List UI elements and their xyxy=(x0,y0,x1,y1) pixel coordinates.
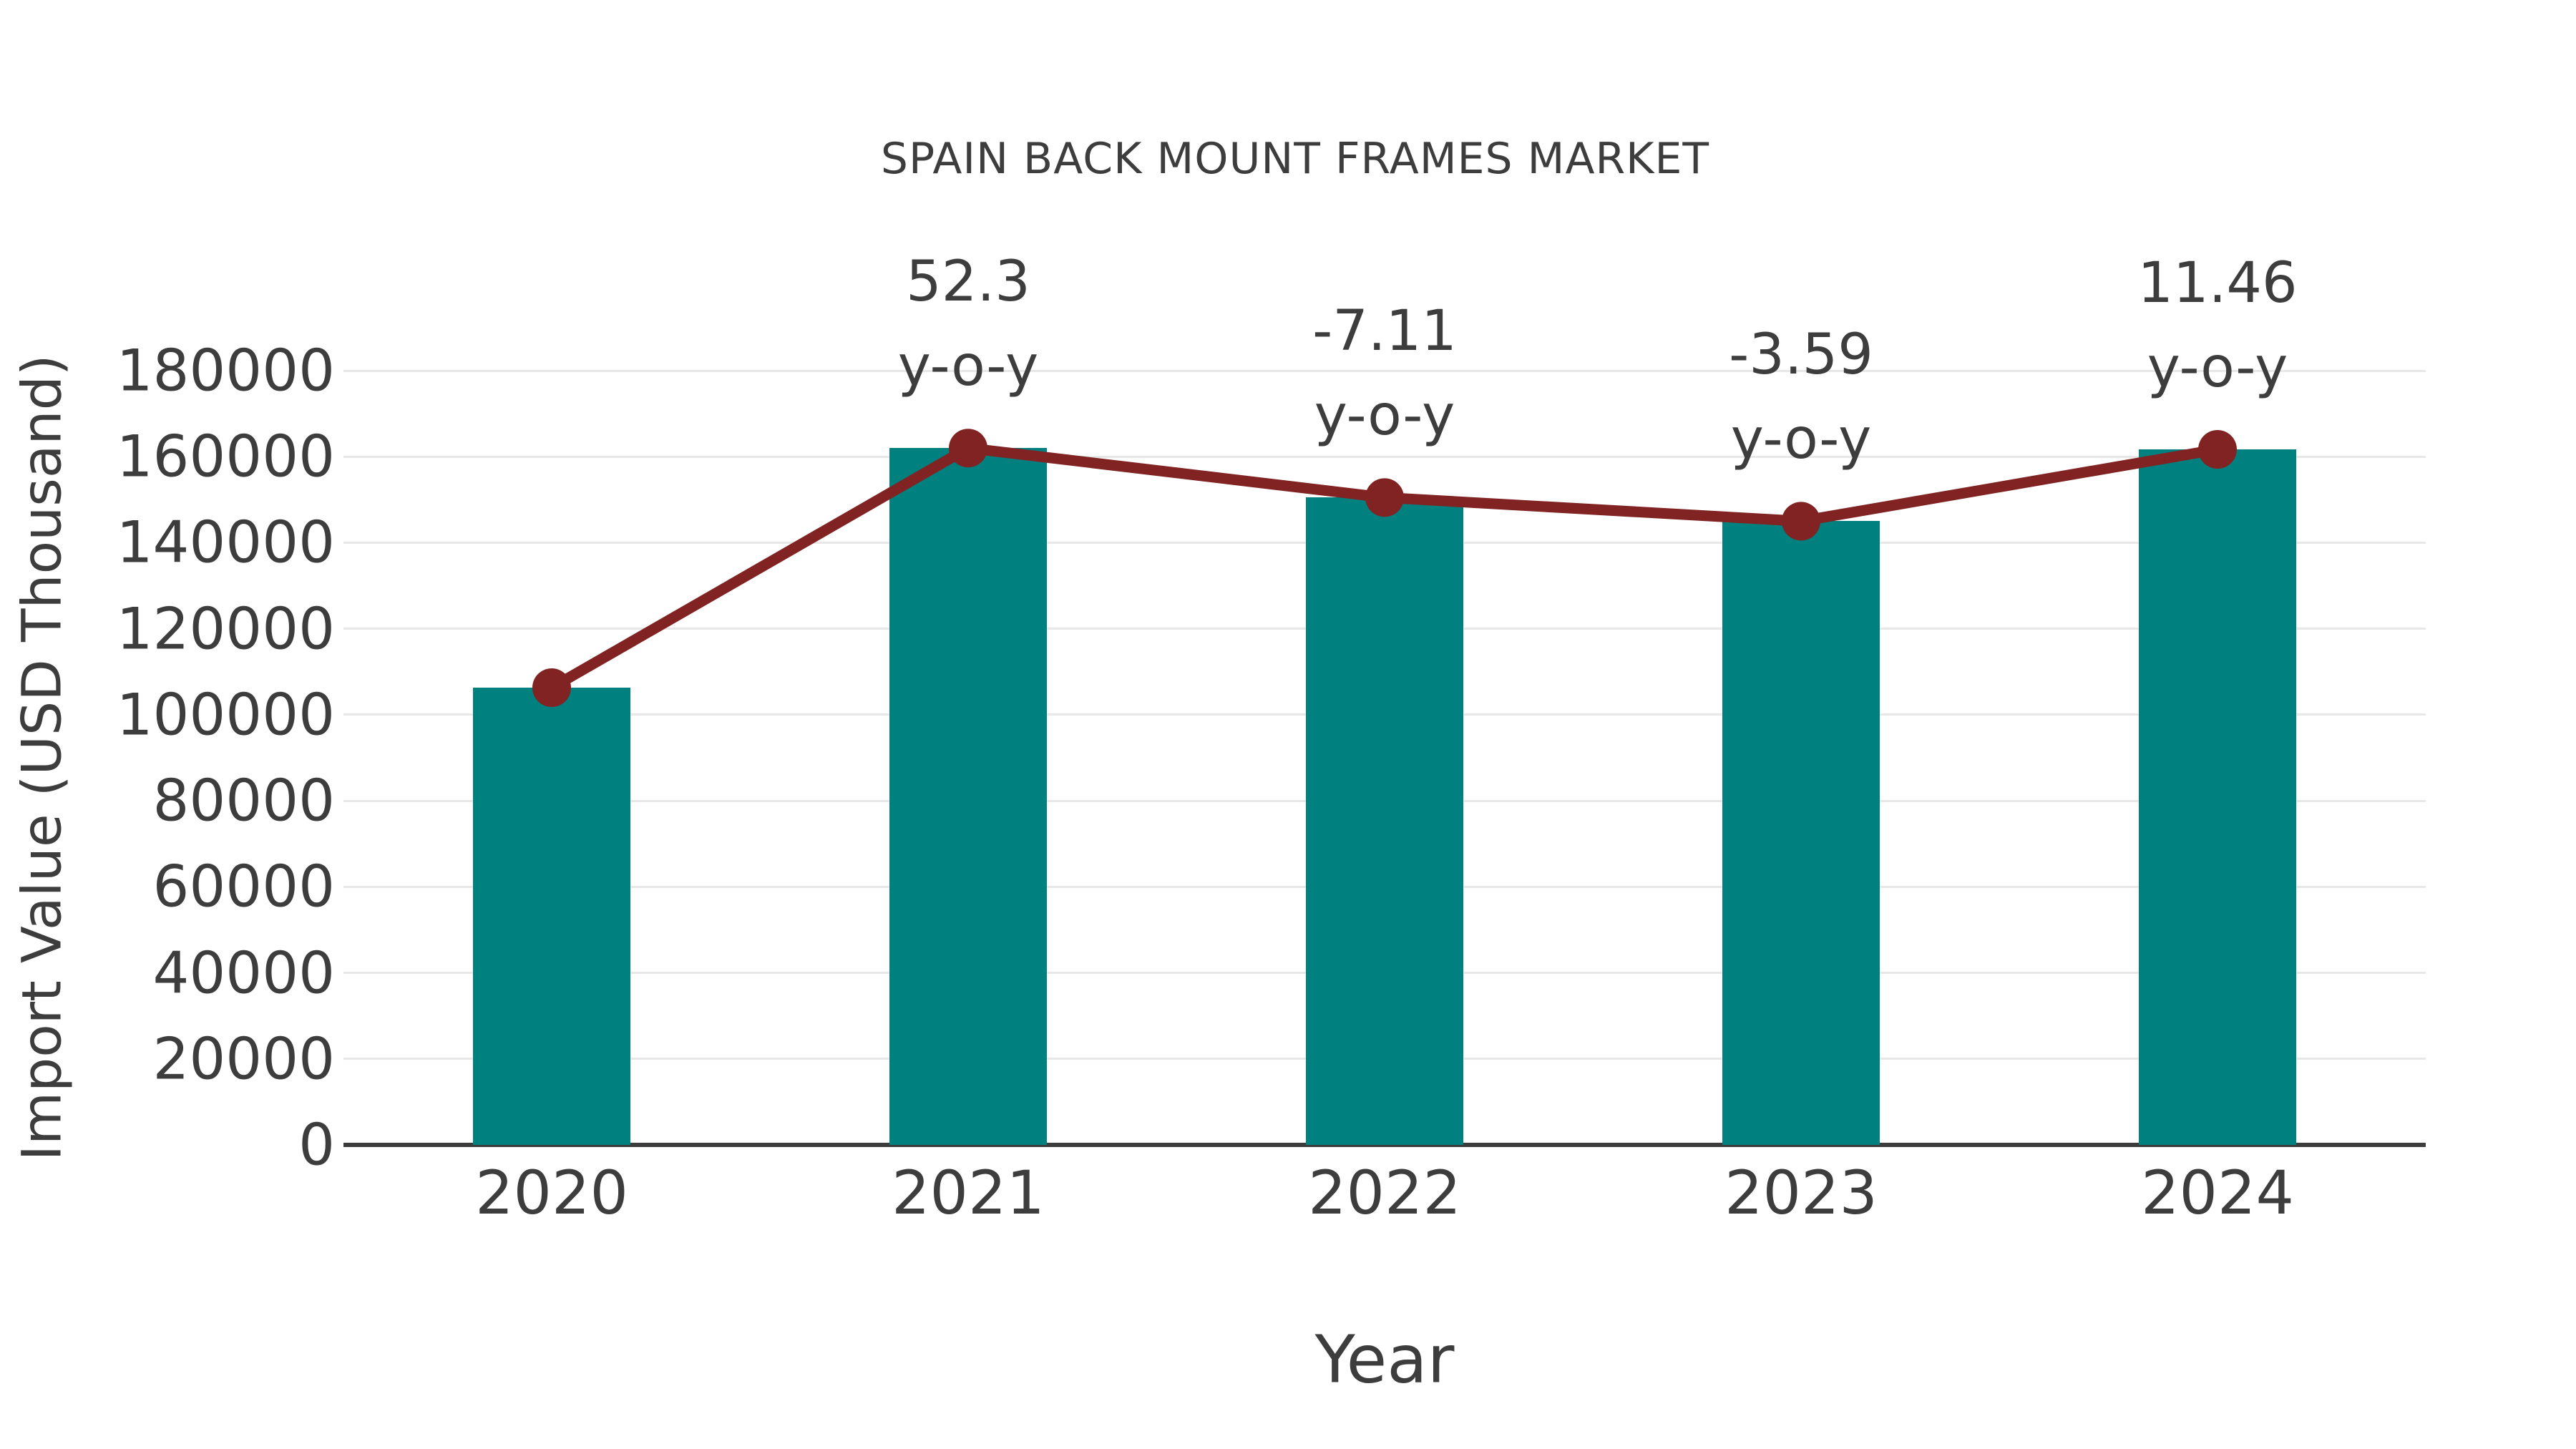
x-tick-label-2021: 2021 xyxy=(892,1158,1045,1228)
y-tick-label-160000: 160000 xyxy=(116,423,335,490)
bar-2020 xyxy=(473,688,630,1145)
y-tick-label-100000: 100000 xyxy=(116,681,335,748)
x-axis-title: Year xyxy=(1314,1321,1455,1398)
annotation-2024-yoy: y-o-y xyxy=(2147,336,2288,400)
gridline-180000 xyxy=(343,369,2426,372)
gridline-160000 xyxy=(343,455,2426,458)
bar-2021 xyxy=(889,448,1047,1145)
y-tick-label-20000: 20000 xyxy=(152,1025,336,1093)
y-tick-label-60000: 60000 xyxy=(152,853,336,920)
y-tick-label-0: 0 xyxy=(298,1111,335,1179)
bar-2023 xyxy=(1722,521,1880,1145)
y-tick-label-180000: 180000 xyxy=(116,337,335,404)
y-tick-label-40000: 40000 xyxy=(152,940,336,1007)
x-tick-label-2020: 2020 xyxy=(475,1158,628,1228)
annotation-2021-yoy: y-o-y xyxy=(897,334,1039,399)
annotation-2024-value: 11.46 xyxy=(2137,251,2298,316)
annotation-2022-value: -7.11 xyxy=(1312,299,1457,364)
annotation-2022-yoy: y-o-y xyxy=(1314,384,1455,449)
chart-title: SPAIN BACK MOUNT FRAMES MARKET xyxy=(880,134,1710,184)
bar-2022 xyxy=(1306,497,1463,1145)
y-tick-label-120000: 120000 xyxy=(116,595,335,663)
x-axis-line xyxy=(343,1143,2426,1147)
y-tick-label-140000: 140000 xyxy=(116,509,335,576)
annotation-2023-value: -3.59 xyxy=(1729,323,1873,388)
y-tick-label-80000: 80000 xyxy=(152,767,336,834)
x-tick-label-2024: 2024 xyxy=(2141,1158,2294,1228)
bar-2024 xyxy=(2139,449,2296,1145)
x-tick-label-2022: 2022 xyxy=(1308,1158,1461,1228)
annotation-2023-yoy: y-o-y xyxy=(1730,407,1872,472)
x-tick-label-2023: 2023 xyxy=(1724,1158,1878,1228)
annotation-2021-value: 52.3 xyxy=(906,250,1030,315)
